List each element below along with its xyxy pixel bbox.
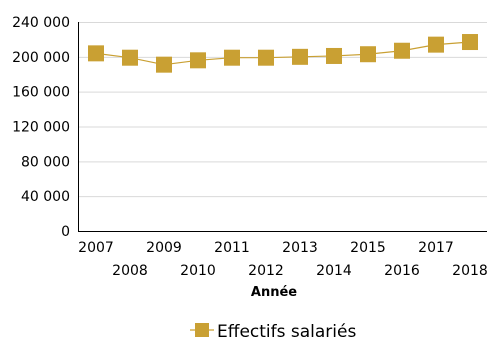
x-tick-label: 2007 xyxy=(78,240,114,256)
axes xyxy=(78,22,487,232)
data-point xyxy=(258,49,274,66)
data-point xyxy=(88,45,104,62)
series-effectifs xyxy=(88,34,478,73)
data-point xyxy=(156,56,172,73)
y-tick-label: 120 000 xyxy=(12,120,70,136)
data-point xyxy=(122,49,138,66)
x-tick-label: 2014 xyxy=(316,263,352,279)
series-line xyxy=(95,41,471,66)
data-point xyxy=(190,52,206,69)
x-tick-label: 2011 xyxy=(214,240,250,256)
y-tick-label: 200 000 xyxy=(12,50,70,66)
x-tick-label: 2015 xyxy=(350,240,386,256)
legend-marker-swatch xyxy=(195,323,209,337)
data-point xyxy=(292,48,308,65)
x-tick-label: 2017 xyxy=(418,240,454,256)
legend: Effectifs salariés xyxy=(190,322,356,340)
data-point xyxy=(326,47,342,64)
y-tick-label: 160 000 xyxy=(12,85,70,101)
legend-label: Effectifs salariés xyxy=(217,322,356,340)
data-point xyxy=(462,34,478,51)
data-point xyxy=(360,46,376,63)
y-tick-label: 80 000 xyxy=(21,154,70,170)
y-tick-labels: 0 40 000 80 000 120 000 160 000 200 000 240 00… xyxy=(12,15,70,240)
data-point xyxy=(224,49,240,66)
x-tick-label: 2013 xyxy=(282,240,318,256)
x-tick-label: 2009 xyxy=(146,240,182,256)
x-tick-labels: 2007 2008 2009 2010 2011 2012 2013 2014 2015 2016… xyxy=(78,240,488,279)
x-tick-label: 2016 xyxy=(384,263,420,279)
data-point xyxy=(428,36,444,53)
x-tick-label: 2008 xyxy=(112,263,148,279)
x-tick-label: 2018 xyxy=(452,263,488,279)
data-point xyxy=(394,42,410,59)
y-tick-label: 0 xyxy=(61,224,70,240)
y-tick-label: 40 000 xyxy=(21,189,70,205)
gridlines xyxy=(78,22,487,198)
x-axis-title: Année xyxy=(251,285,297,300)
x-tick-label: 2010 xyxy=(180,263,216,279)
x-tick-label: 2012 xyxy=(248,263,284,279)
y-tick-label: 240 000 xyxy=(12,15,70,31)
